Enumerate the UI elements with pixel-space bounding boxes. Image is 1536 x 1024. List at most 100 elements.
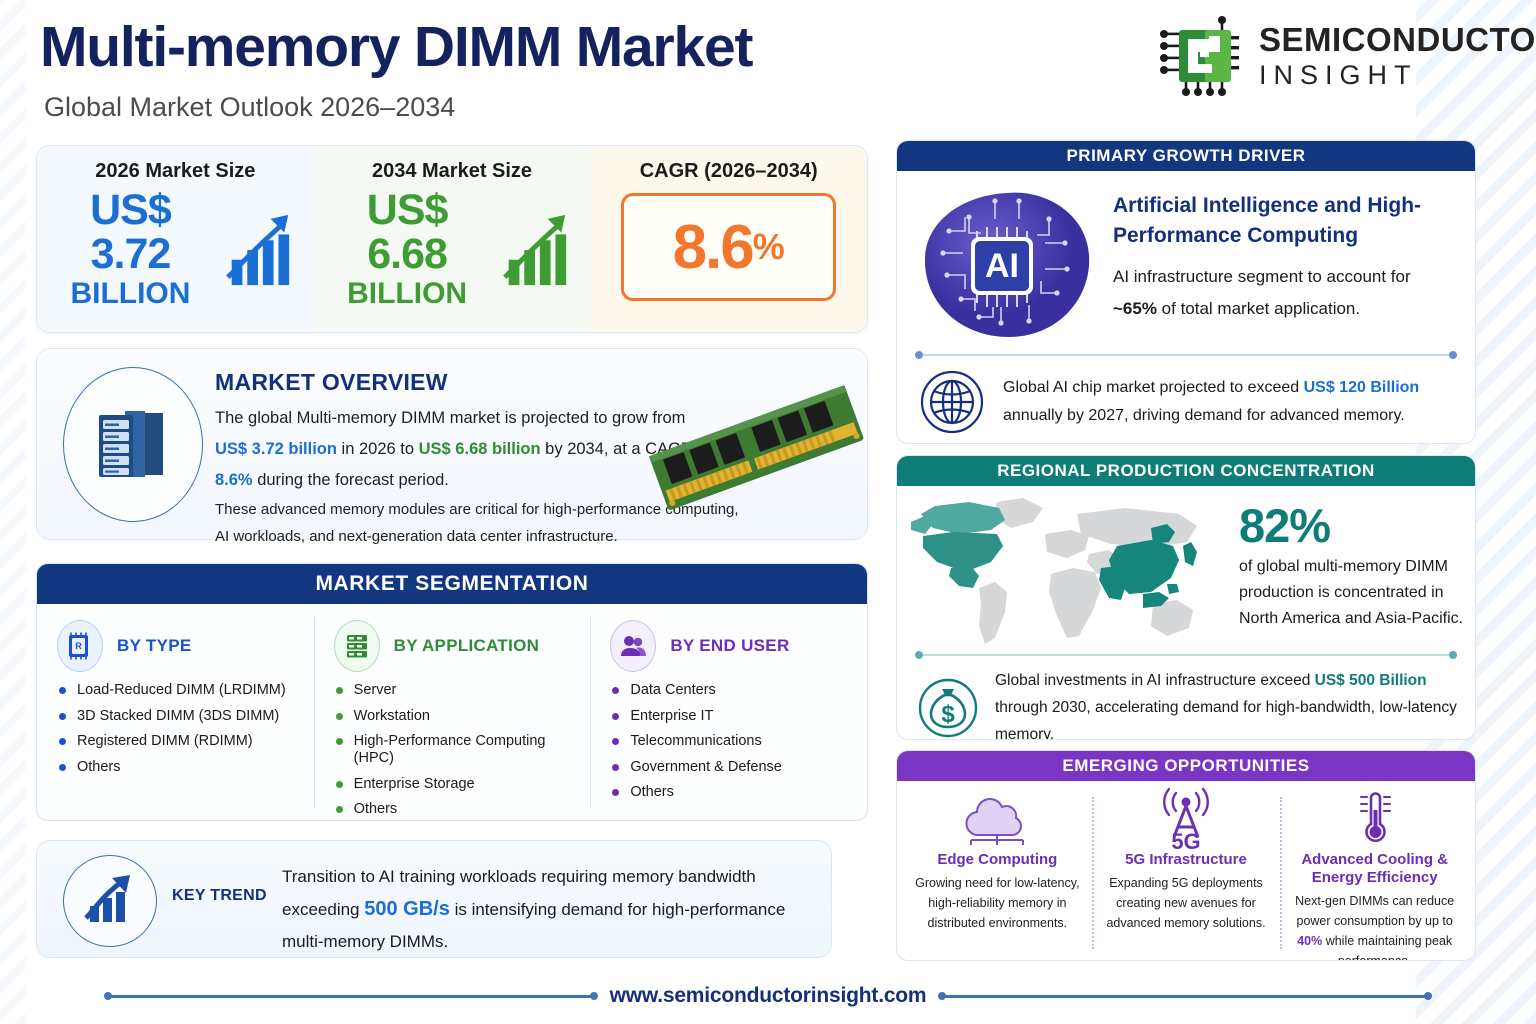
regional-body: of global multi-memory DIMM production i… (1239, 558, 1464, 627)
logo-line2: INSIGHT (1259, 60, 1418, 90)
list-item: Others (610, 784, 851, 801)
kpi-value: US$ 6.68 (366, 186, 449, 278)
panel-divider (915, 651, 1457, 659)
list-item: High-Performance Computing (HPC) (334, 733, 575, 767)
list-item: 3D Stacked DIMM (3DS DIMM) (57, 708, 298, 725)
list-item: Enterprise Storage (334, 776, 575, 793)
dimm-module-photo (648, 385, 864, 510)
money-bag-icon: $ (918, 678, 978, 737)
key-trend-label: KEY TREND (172, 887, 267, 904)
segmentation-title: MARKET SEGMENTATION (37, 564, 867, 604)
segmentation-list: Server Workstation High-Performance Comp… (334, 682, 575, 818)
kpi-label: CAGR (2026–2034) (639, 160, 818, 182)
kpi-label: 2034 Market Size (371, 160, 533, 182)
background-stripes-left (0, 0, 26, 1024)
ai-brain-icon: AI (924, 192, 1090, 337)
kpi-card-cagr: CAGR (2026–2034) 8.6 % (590, 146, 867, 332)
list-item: Load-Reduced DIMM (LRDIMM) (57, 682, 298, 699)
cloud-network-icon (965, 798, 1025, 845)
segmentation-column-title: BY APPLICATION (393, 636, 540, 655)
users-icon (610, 620, 657, 672)
ai-brain-label: AI (985, 247, 1019, 285)
cagr-percent-sign: % (752, 226, 785, 267)
memory-chip-icon: R (57, 620, 103, 672)
footer-line-left (103, 992, 598, 1000)
regional-production-panel: REGIONAL PRODUCTION CONCENTRATION (896, 455, 1476, 740)
globe-icon (920, 370, 984, 434)
list-item: Others (334, 801, 575, 818)
kpi-card-2026: 2026 Market Size US$ 3.72 BILLION (37, 146, 314, 332)
bar-chart-up-icon (225, 214, 290, 285)
segmentation-list: Data Centers Enterprise IT Telecommunica… (610, 682, 851, 801)
chip-icon (1160, 16, 1239, 96)
opportunity-title: Edge Computing (937, 851, 1058, 868)
segmentation-column-by-application: BY APPLICATION Server Workstation High-P… (313, 604, 591, 820)
kpi-value: US$ 3.72 (90, 186, 172, 278)
kpi-label: 2026 Market Size (95, 160, 256, 182)
list-item: Data Centers (610, 682, 851, 699)
growth-driver-heading: Artificial Intelligence and High-Perform… (1113, 194, 1422, 247)
opportunity-desc: Next-gen DIMMs can reduce power consumpt… (1295, 894, 1455, 961)
overview-paragraph-1: The global Multi-memory DIMM market is p… (215, 409, 712, 489)
5g-label: 5G (1171, 829, 1200, 849)
opportunity-desc: Expanding 5G deployments creating new av… (1106, 876, 1266, 930)
bar-chart-up-icon (502, 214, 566, 285)
list-item: Registered DIMM (RDIMM) (57, 733, 298, 750)
segmentation-column-title: BY END USER (670, 636, 790, 655)
list-item: Enterprise IT (610, 708, 851, 725)
list-item: Telecommunications (610, 733, 851, 750)
market-segmentation-card: MARKET SEGMENTATION (36, 563, 868, 821)
kpi-row: 2026 Market Size US$ 3.72 BILLION 2034 M… (36, 145, 868, 333)
5g-antenna-icon: 5G (1163, 787, 1209, 849)
segmentation-column-by-end-user: BY END USER Data Centers Enterprise IT T… (590, 604, 867, 820)
list-item: Others (57, 759, 298, 776)
opportunity-advanced-cooling: Advanced Cooling & Energy Efficiency Nex… (1280, 789, 1469, 961)
segmentation-list: Load-Reduced DIMM (LRDIMM) 3D Stacked DI… (57, 682, 298, 776)
primary-growth-driver-panel: PRIMARY GROWTH DRIVER (896, 140, 1476, 444)
server-rack-icon (63, 367, 203, 522)
opportunity-title: 5G Infrastructure (1125, 851, 1247, 868)
list-item: Workstation (334, 708, 575, 725)
emerging-opportunities-panel: EMERGING OPPORTUNITIES Ed (896, 750, 1476, 961)
growth-driver-subtext: Global AI chip market projected to excee… (1003, 379, 1420, 424)
overview-title: MARKET OVERVIEW (215, 369, 448, 395)
thermometer-icon (1359, 792, 1391, 843)
market-overview-card: MARKET OVERVIEW The global Multi-memory … (36, 348, 868, 545)
svg-text:R: R (75, 641, 82, 651)
cagr-box: 8.6 % (621, 193, 837, 301)
footer-line-right (938, 992, 1433, 1000)
logo-line1: SEMICONDUCTOR (1259, 21, 1536, 58)
brand-logo: SEMICONDUCTOR INSIGHT (1155, 12, 1536, 100)
panel-title: EMERGING OPPORTUNITIES (897, 751, 1475, 781)
opportunity-edge-computing: Edge Computing Growing need for low-late… (903, 789, 1092, 959)
segmentation-column-by-type: R BY TYPE Load-Reduced DIMM (LRDIMM) 3D … (37, 604, 314, 820)
server-icon (333, 620, 380, 672)
panel-divider (915, 351, 1457, 359)
page-subtitle: Global Market Outlook 2026–2034 (44, 92, 456, 122)
kpi-card-2034: 2034 Market Size US$ 6.68 BILLION (313, 146, 591, 332)
panel-title: REGIONAL PRODUCTION CONCENTRATION (897, 456, 1475, 486)
world-map-icon (911, 498, 1197, 644)
cagr-value: 8.6 (672, 212, 755, 282)
footer: www.semiconductorinsight.com (0, 984, 1536, 1008)
kpi-unit: BILLION (347, 276, 468, 310)
regional-stat: 82% (1239, 499, 1331, 552)
list-item: Server (334, 682, 575, 699)
kpi-unit: BILLION (70, 276, 191, 310)
segmentation-column-title: BY TYPE (117, 636, 192, 655)
list-item: Government & Defense (610, 759, 851, 776)
opportunity-5g-infrastructure: 5G 5G Infrastructure Expanding 5G deploy… (1091, 787, 1281, 959)
overview-paragraph-2: These advanced memory modules are critic… (215, 501, 739, 545)
key-trend-text: Transition to AI training workloads requ… (282, 867, 786, 951)
panel-title: PRIMARY GROWTH DRIVER (897, 141, 1475, 171)
growth-arrow-icon (63, 855, 157, 947)
regional-subtext: Global investments in AI infrastructure … (995, 672, 1457, 740)
growth-driver-body: AI infrastructure segment to account for… (1113, 267, 1411, 318)
footer-url[interactable]: www.semiconductorinsight.com (609, 984, 927, 1007)
page-title: Multi-memory DIMM Market (40, 15, 753, 79)
opportunity-title: Advanced Cooling & Energy Efficiency (1301, 851, 1449, 886)
svg-text:$: $ (941, 701, 955, 728)
opportunity-desc: Growing need for low-latency, high-relia… (915, 876, 1080, 930)
key-trend-card: KEY TREND Transition to AI training work… (36, 840, 832, 958)
